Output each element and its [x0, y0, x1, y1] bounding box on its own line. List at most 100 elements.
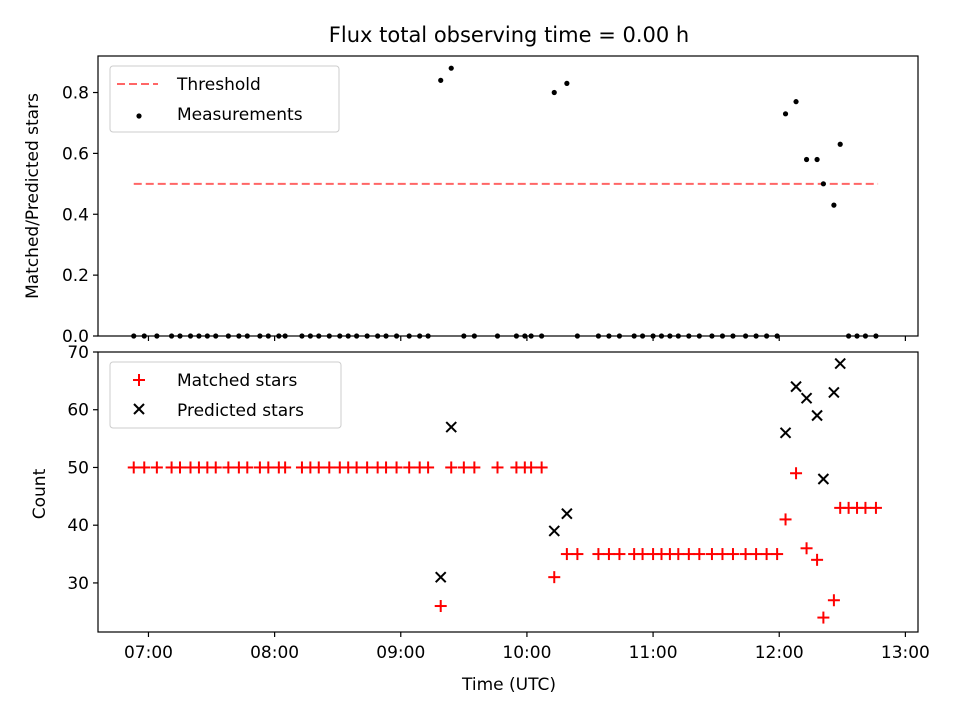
matched-stars-point: [672, 548, 685, 561]
measurement-point: [213, 333, 219, 339]
measurement-point: [564, 80, 570, 86]
matched-stars-point: [457, 461, 470, 474]
measurement-point: [196, 333, 202, 339]
bottom-panel: 30 40 50 60 70 07:00 08:00 09:00 10:00 11:00 12:0…: [30, 343, 930, 695]
matched-stars-point: [726, 548, 739, 561]
measurement-point: [337, 333, 343, 339]
measurement-point: [667, 333, 673, 339]
bottom-legend: Matched stars Predicted stars: [109, 361, 342, 429]
matched-stars-point: [422, 461, 435, 474]
predicted-stars-points: [435, 357, 846, 583]
measurement-point: [326, 333, 332, 339]
measurement-point: [774, 333, 780, 339]
matched-stars-point: [241, 461, 254, 474]
matched-stars-point: [693, 548, 706, 561]
measurement-point: [793, 99, 799, 105]
matched-stars-point: [869, 501, 882, 514]
measurement-point: [709, 333, 715, 339]
matched-stars-point: [380, 461, 393, 474]
x-axis-label: Time (UTC): [461, 675, 556, 695]
measurement-point: [204, 333, 210, 339]
matched-stars-point: [390, 461, 403, 474]
matched-stars-points: [127, 461, 882, 624]
measurement-point: [551, 89, 557, 96]
measurement-point: [782, 111, 789, 117]
measurement-point: [276, 333, 282, 339]
matched-legend-label: Matched stars: [177, 371, 297, 391]
matched-stars-point: [705, 548, 718, 561]
predicted-stars-point: [811, 409, 823, 422]
matched-stars-point: [592, 548, 605, 561]
predicted-stars-point: [561, 507, 573, 520]
x-tick-label: 08:00: [250, 643, 299, 663]
predicted-stars-point: [790, 380, 802, 393]
matched-stars-point: [222, 461, 235, 474]
top-panel: 0.00.20.40.60.8 Matched/Predicted stars …: [23, 55, 919, 347]
matched-stars-point: [636, 548, 649, 561]
matched-stars-point: [771, 548, 784, 561]
x-tick-label: 12:00: [755, 643, 804, 663]
measurement-point: [406, 333, 412, 339]
measurement-point: [425, 333, 431, 339]
measurement-point: [862, 333, 869, 339]
matched-stars-point: [403, 461, 416, 474]
predicted-legend-label: Predicted stars: [177, 401, 304, 421]
matched-stars-point: [750, 548, 763, 561]
matched-stars-point: [811, 553, 824, 566]
measurement-point: [187, 333, 194, 339]
measurements-legend-symbol: [136, 113, 142, 119]
top-legend-frame: [109, 65, 340, 133]
measurement-point: [650, 333, 656, 339]
matched-stars-point: [323, 461, 336, 474]
bottom-y-tick-label: 50: [67, 458, 89, 478]
x-tick-label: 07:00: [124, 643, 173, 663]
measurement-point: [803, 156, 810, 163]
measurement-point: [354, 333, 360, 339]
measurement-point: [814, 156, 820, 163]
bottom-y-tick-label: 30: [67, 574, 89, 594]
matched-stars-point: [174, 461, 186, 474]
measurement-point: [574, 333, 580, 339]
measurement-point: [595, 333, 602, 339]
top-y-tick-label: 0.2: [62, 266, 89, 286]
measurements-points: [131, 65, 879, 339]
measurement-point: [417, 333, 423, 339]
threshold-legend-label: Threshold: [176, 75, 261, 95]
matched-stars-point: [602, 548, 615, 561]
measurement-point: [873, 333, 879, 339]
matched-stars-point: [491, 461, 504, 474]
matched-stars-point: [279, 461, 292, 474]
matched-stars-point: [445, 461, 458, 474]
bottom-y-tick-label: 60: [67, 401, 89, 421]
measurement-point: [616, 333, 623, 339]
measurement-point: [513, 333, 520, 339]
measurement-point: [244, 333, 250, 339]
matched-stars-point: [779, 513, 792, 526]
measurement-point: [719, 333, 726, 339]
measurement-point: [438, 77, 444, 83]
measurement-point: [528, 333, 534, 339]
x-tick-label: 13:00: [881, 643, 930, 663]
x-tick-label: 11:00: [629, 643, 678, 663]
matched-stars-point: [548, 571, 561, 584]
x-tick-label: 09:00: [376, 643, 425, 663]
bottom-y-tick-label: 70: [67, 343, 89, 363]
measurements-legend-label: Measurements: [177, 105, 303, 125]
predicted-stars-point: [817, 473, 830, 485]
matched-legend-symbol: [133, 374, 145, 386]
top-y-axis-label: Matched/Predicted stars: [23, 93, 43, 299]
matched-stars-point: [434, 600, 447, 613]
top-y-ticks: 0.0 0.2 0.4 0.6 0.8: [62, 84, 98, 347]
top-legend: Threshold Measurements: [109, 65, 340, 133]
matched-stars-point: [613, 548, 626, 561]
measurement-point: [837, 141, 843, 147]
matched-stars-point: [800, 542, 813, 555]
predicted-stars-point: [445, 421, 457, 433]
predicted-stars-point: [834, 357, 846, 370]
measurement-point: [631, 333, 637, 339]
measurement-point: [375, 333, 381, 339]
measurement-point: [236, 333, 242, 339]
measurement-point: [764, 333, 770, 339]
matched-stars-point: [760, 548, 773, 561]
measurement-point: [606, 333, 612, 339]
